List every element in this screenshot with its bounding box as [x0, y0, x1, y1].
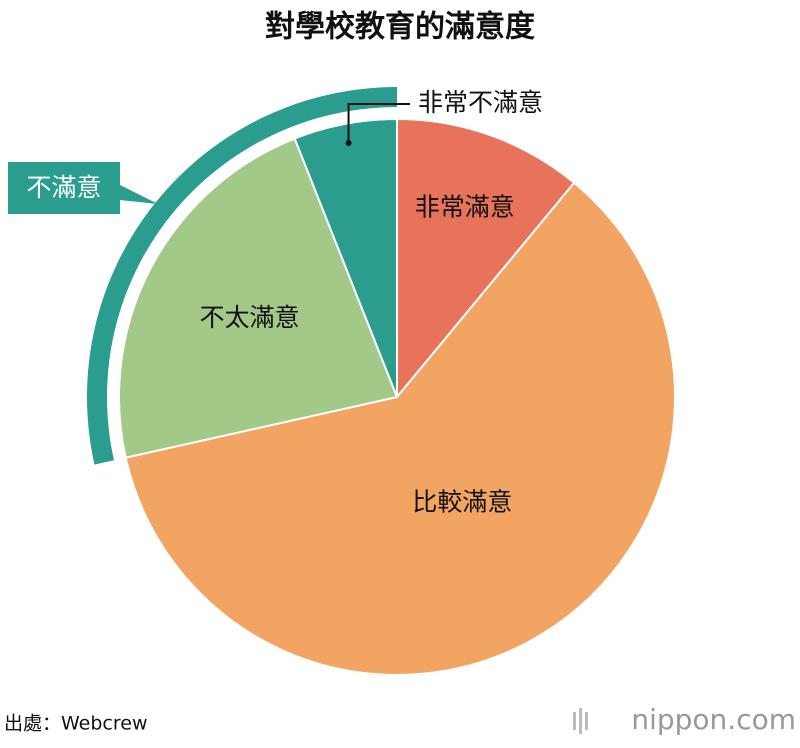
slice	[118, 137, 399, 459]
slice-label: 不太滿意	[200, 303, 300, 332]
slice	[124, 181, 676, 676]
logo: nippon.com	[631, 703, 796, 736]
slice	[396, 117, 576, 400]
slice-label: 非常不滿意	[418, 88, 543, 117]
slice-label: 比較滿意	[412, 488, 512, 517]
chart-title: 對學校教育的滿意度	[265, 10, 535, 45]
callout-line	[347, 103, 410, 144]
logo-icon	[573, 708, 588, 734]
slice	[293, 117, 398, 398]
slice-label: 非常滿意	[415, 193, 515, 222]
source: 出處：Webcrew	[4, 713, 148, 735]
group-label: 不滿意	[26, 173, 101, 202]
group-label-box	[8, 162, 158, 214]
